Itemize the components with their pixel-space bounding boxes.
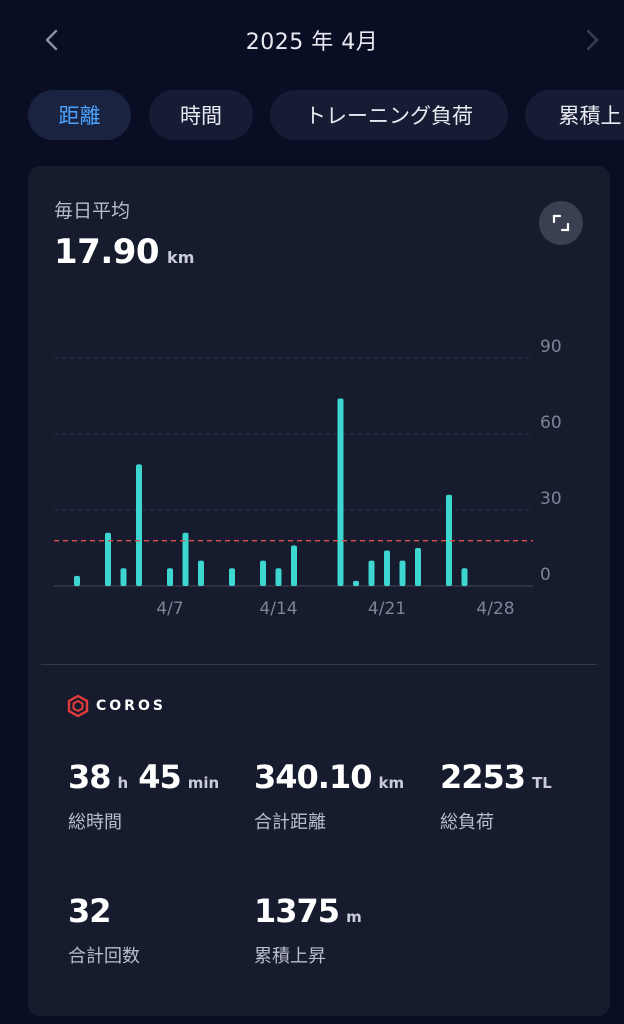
total-time-hours: 38 [68, 758, 112, 796]
daily-average: 17.90 km [54, 232, 194, 272]
expand-icon [552, 214, 570, 232]
y-tick-label: 30 [540, 489, 562, 509]
tab-training-load[interactable]: トレーニング負荷 [270, 90, 508, 140]
total-ascent-value: 1375 [254, 892, 340, 930]
total-distance-label: 合計距離 [254, 812, 326, 833]
coros-logo: COROS [66, 694, 166, 718]
total-distance-value: 340.10 [254, 758, 372, 796]
daily-average-value: 17.90 [54, 232, 160, 272]
chart-bar[interactable] [74, 575, 80, 586]
stat-total-distance: 340.10 km 合計距離 [254, 758, 414, 834]
chart-bar[interactable] [399, 560, 406, 586]
total-ascent-unit: m [346, 908, 362, 926]
x-tick-label: 4/21 [368, 599, 406, 619]
chart-bar[interactable] [120, 568, 127, 586]
chart-bar[interactable] [105, 532, 111, 586]
expand-chart-button[interactable] [539, 201, 583, 245]
tab-distance[interactable]: 距離 [28, 90, 131, 140]
chart-bar[interactable] [415, 548, 421, 586]
tab-time[interactable]: 時間 [149, 90, 253, 140]
header: 2025 年 4月 [0, 0, 624, 80]
daily-average-label: 毎日平均 [54, 200, 131, 222]
chart-bar[interactable] [182, 532, 189, 586]
x-tick-label: 4/14 [259, 599, 297, 619]
total-load-unit: TL [532, 774, 552, 792]
chart-bar[interactable] [260, 560, 266, 586]
chevron-left-icon [45, 29, 58, 51]
y-tick-label: 0 [540, 565, 551, 585]
chart-bar[interactable] [275, 568, 282, 586]
chart-bar[interactable] [136, 464, 142, 586]
total-ascent-label: 累積上昇 [254, 946, 326, 967]
chart-bar[interactable] [337, 398, 344, 586]
stat-total-ascent: 1375 m 累積上昇 [254, 892, 372, 968]
chevron-right-icon [586, 29, 599, 51]
activity-count-label: 合計回数 [68, 946, 140, 967]
chart-x-axis: 4/7 4/14 4/21 4/28 [156, 599, 514, 619]
y-tick-label: 90 [540, 337, 562, 357]
total-load-label: 総負荷 [440, 812, 494, 833]
distance-bar-chart: 90 60 30 0 4/7 4/14 4/21 4/28 [54, 337, 562, 619]
stat-activity-count: 32 合計回数 [68, 892, 140, 968]
total-time-minutes: 45 [138, 758, 182, 796]
total-time-hours-unit: h [117, 774, 129, 792]
stats-card: 毎日平均 17.90 km 90 60 30 0 4/7 4/14 4/21 4/28 [28, 166, 610, 1016]
chart-bars [74, 398, 468, 586]
chart-bar[interactable] [198, 560, 204, 586]
chart-bar[interactable] [291, 545, 297, 586]
coros-logo-text: COROS [96, 698, 166, 714]
chart-bar[interactable] [229, 568, 235, 586]
daily-average-unit: km [167, 248, 195, 267]
y-tick-label: 60 [540, 413, 562, 433]
previous-month-button[interactable] [32, 22, 72, 58]
coros-logo-icon [67, 694, 89, 718]
activity-count-value: 32 [68, 892, 112, 930]
stat-total-load: 2253 TL 総負荷 [440, 758, 562, 834]
chart-bar[interactable] [167, 568, 173, 586]
tab-ascent[interactable]: 累積上 [525, 90, 624, 140]
chart-bar[interactable] [461, 568, 468, 586]
total-load-value: 2253 [440, 758, 526, 796]
metric-tabs: 距離 時間 トレーニング負荷 累積上 [28, 90, 624, 140]
x-tick-label: 4/7 [156, 599, 183, 619]
chart-bar[interactable] [384, 550, 390, 586]
total-distance-unit: km [378, 774, 405, 792]
x-tick-label: 4/28 [476, 599, 514, 619]
chart-bar[interactable] [446, 494, 452, 586]
next-month-button[interactable] [572, 22, 612, 58]
chart-y-axis: 90 60 30 0 [540, 337, 562, 585]
stat-total-time: 38 h 45 min 総時間 [68, 758, 229, 834]
chart-bar[interactable] [353, 580, 359, 586]
total-time-label: 総時間 [68, 812, 122, 833]
total-time-minutes-unit: min [187, 774, 220, 792]
month-title: 2025 年 4月 [245, 30, 379, 55]
chart-bar[interactable] [368, 560, 375, 586]
divider [41, 664, 597, 665]
